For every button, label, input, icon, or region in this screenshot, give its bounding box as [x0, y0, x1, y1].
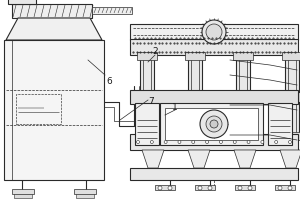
Bar: [185, 132, 205, 140]
Bar: [130, 39, 298, 55]
Circle shape: [261, 140, 264, 144]
Bar: [140, 55, 154, 135]
Bar: [92, 7, 132, 14]
Polygon shape: [280, 150, 300, 168]
Text: 2: 2: [152, 47, 158, 56]
Bar: [232, 92, 254, 102]
Bar: [285, 55, 299, 135]
Bar: [12, 4, 92, 18]
Bar: [188, 55, 202, 135]
Bar: [275, 185, 295, 190]
Circle shape: [288, 186, 292, 190]
Circle shape: [278, 186, 282, 190]
Circle shape: [210, 120, 218, 128]
Bar: [4, 40, 104, 180]
Text: 7: 7: [148, 98, 154, 106]
Circle shape: [247, 140, 250, 144]
Circle shape: [289, 140, 292, 144]
Circle shape: [206, 24, 222, 40]
Circle shape: [233, 140, 236, 144]
Circle shape: [136, 140, 140, 144]
Circle shape: [219, 140, 222, 144]
Circle shape: [238, 186, 242, 190]
Bar: [160, 103, 263, 145]
Bar: [165, 108, 258, 140]
Bar: [185, 52, 205, 60]
Bar: [281, 92, 300, 102]
Polygon shape: [6, 18, 102, 40]
Text: 1: 1: [172, 104, 178, 112]
Bar: [8, 0, 36, 4]
Bar: [14, 194, 32, 198]
Bar: [130, 168, 298, 180]
Circle shape: [200, 110, 228, 138]
Bar: [136, 92, 158, 102]
Circle shape: [168, 186, 172, 190]
Bar: [137, 52, 157, 60]
Circle shape: [178, 140, 181, 144]
Text: 6: 6: [106, 77, 112, 86]
Bar: [233, 52, 253, 60]
Bar: [282, 132, 300, 140]
Bar: [155, 185, 175, 190]
Bar: [12, 189, 34, 194]
Bar: [195, 185, 215, 190]
Bar: [282, 52, 300, 60]
Circle shape: [206, 140, 208, 144]
Bar: [236, 55, 250, 135]
Circle shape: [208, 186, 212, 190]
Polygon shape: [234, 150, 256, 168]
Circle shape: [202, 20, 226, 44]
Bar: [235, 185, 255, 190]
Circle shape: [158, 186, 162, 190]
Bar: [130, 90, 298, 104]
Circle shape: [248, 186, 252, 190]
Circle shape: [206, 116, 222, 132]
Polygon shape: [188, 150, 210, 168]
Circle shape: [192, 140, 195, 144]
Circle shape: [164, 140, 167, 144]
Bar: [268, 103, 292, 145]
Bar: [135, 103, 159, 145]
Circle shape: [275, 140, 278, 144]
Bar: [76, 194, 94, 198]
Bar: [184, 92, 206, 102]
Bar: [130, 134, 298, 150]
Bar: [130, 24, 298, 40]
Bar: [16, 94, 61, 124]
Bar: [137, 132, 157, 140]
Circle shape: [150, 140, 153, 144]
Bar: [233, 132, 253, 140]
Circle shape: [198, 186, 202, 190]
Bar: [74, 189, 96, 194]
Polygon shape: [142, 150, 164, 168]
